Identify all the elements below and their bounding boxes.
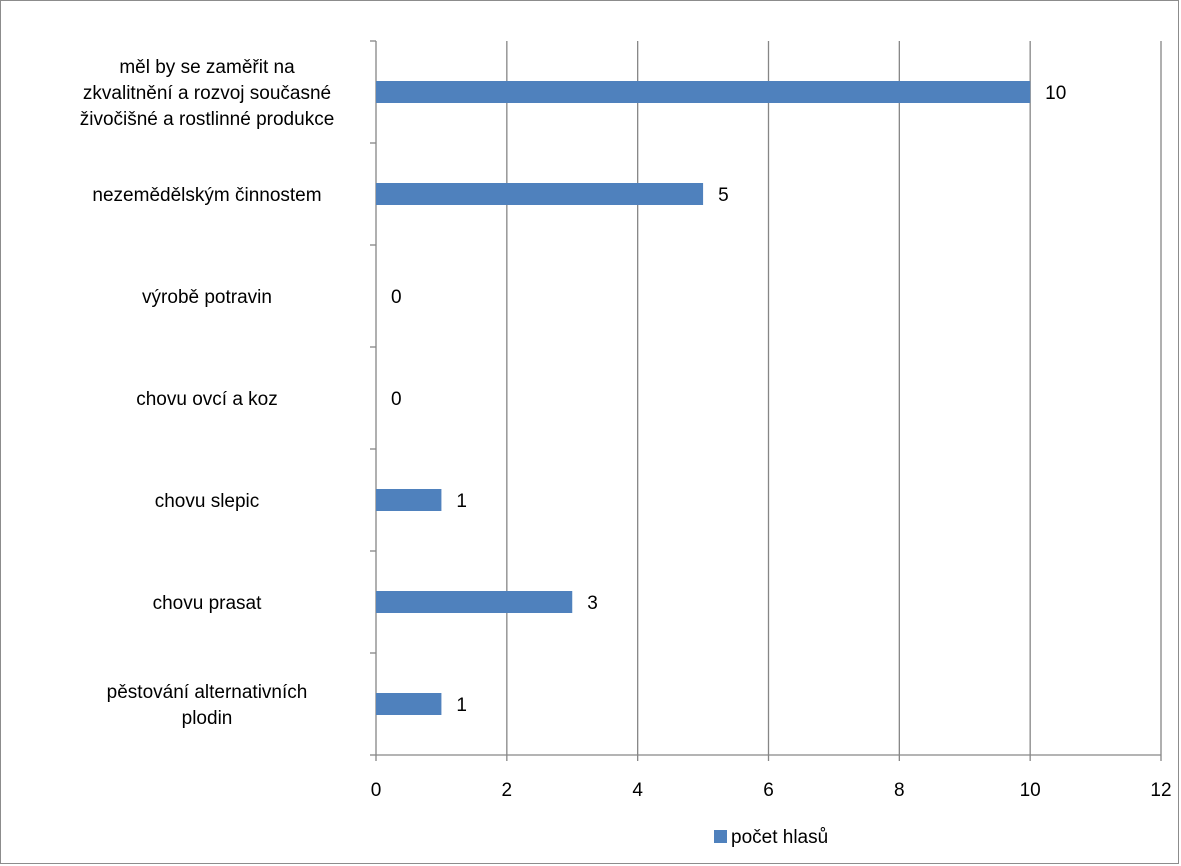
data-label: 5	[718, 185, 729, 206]
category-label-line: měl by se zaměřit na	[119, 57, 295, 78]
bar	[376, 489, 442, 511]
bar	[376, 693, 442, 715]
category-label: nezemědělským činnostem	[92, 185, 321, 206]
category-label: chovu slepic	[155, 491, 260, 512]
gridlines	[506, 41, 1162, 755]
category-label-line: chovu prasat	[153, 593, 263, 614]
bar	[376, 183, 704, 205]
axes	[370, 40, 1162, 761]
category-label-line: chovu slepic	[155, 491, 260, 512]
bars	[376, 81, 1031, 715]
legend: počet hlasů	[714, 827, 828, 848]
x-tick-label: 8	[894, 780, 905, 801]
data-label: 1	[456, 695, 467, 716]
category-label: chovu ovcí a koz	[136, 389, 278, 410]
data-label: 3	[587, 593, 598, 614]
category-label-line: výrobě potravin	[142, 287, 272, 308]
data-label: 0	[391, 287, 402, 308]
x-tick-label: 0	[371, 780, 382, 801]
category-label-line: chovu ovcí a koz	[136, 389, 278, 410]
category-label: výrobě potravin	[142, 287, 272, 308]
x-tick-label: 10	[1020, 780, 1041, 801]
data-label: 10	[1045, 83, 1066, 104]
bar	[376, 591, 573, 613]
legend-swatch	[714, 830, 727, 843]
category-label-line: nezemědělským činnostem	[92, 185, 321, 206]
legend-label: počet hlasů	[731, 827, 828, 848]
data-label: 1	[456, 491, 467, 512]
bar	[376, 81, 1031, 103]
x-tick-label: 6	[763, 780, 774, 801]
category-label-line: živočišné a rostlinné produkce	[80, 109, 335, 130]
x-tick-label: 2	[502, 780, 513, 801]
category-label-line: zkvalitnění a rozvoj současné	[83, 83, 331, 104]
x-tick-label: 4	[632, 780, 643, 801]
category-label: měl by se zaměřit na zkvalitnění a rozvoj…	[80, 57, 335, 130]
category-label: chovu prasat	[153, 593, 263, 614]
x-tick-label: 12	[1150, 780, 1171, 801]
category-label-line: pěstování alternativních	[107, 682, 308, 703]
category-label: pěstování alternativních plodin	[107, 682, 308, 729]
category-label-line: plodin	[182, 708, 233, 729]
data-label: 0	[391, 389, 402, 410]
